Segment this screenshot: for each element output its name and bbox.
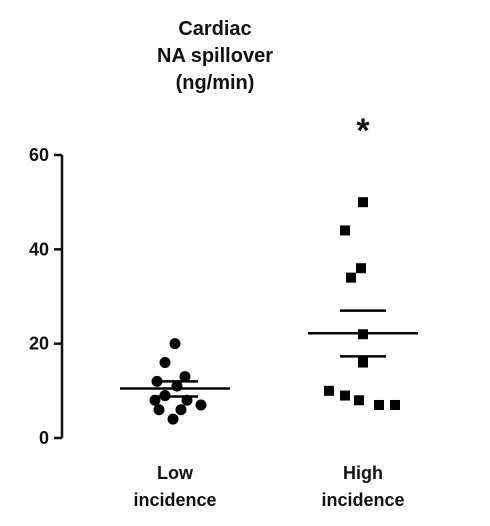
chart-title-line-2: NA spillover	[157, 45, 273, 67]
data-point-high-0	[358, 197, 368, 208]
data-point-high-4	[358, 329, 368, 340]
chart-title-line-1: Cardiac	[178, 18, 252, 40]
category-label-high: High incidence	[298, 460, 428, 514]
data-point-high-2	[356, 263, 366, 274]
data-point-low-10	[175, 404, 187, 416]
chart-title-line-3: (ng/min)	[175, 72, 255, 94]
y-tick-label-2: 40	[29, 239, 49, 259]
category-label-low-line-2: incidence	[133, 490, 217, 510]
data-point-high-10	[390, 399, 400, 410]
y-tick-label-1: 20	[29, 334, 49, 354]
data-point-low-6	[149, 394, 161, 406]
y-tick-label-3: 60	[29, 145, 49, 165]
category-label-high-line-2: incidence	[321, 490, 405, 510]
data-point-high-9	[374, 399, 384, 410]
category-label-high-line-1: High	[343, 463, 383, 483]
chart-title: Cardiac NA spillover (ng/min)	[140, 16, 290, 97]
data-point-low-7	[181, 394, 193, 406]
data-point-high-7	[340, 390, 350, 401]
data-point-low-0	[169, 338, 181, 350]
y-tick-label-0: 0	[39, 428, 49, 448]
data-point-high-8	[354, 395, 364, 406]
data-point-low-4	[171, 380, 183, 392]
category-label-low-line-1: Low	[157, 463, 193, 483]
data-point-high-5	[358, 357, 368, 368]
data-point-low-2	[179, 371, 191, 383]
data-point-high-1	[340, 225, 350, 236]
data-point-low-11	[167, 413, 179, 425]
data-point-high-6	[324, 385, 334, 396]
data-point-low-1	[159, 357, 171, 369]
significance-asterisk: *	[356, 112, 370, 150]
data-point-high-3	[346, 272, 356, 283]
category-label-low: Low incidence	[110, 460, 240, 514]
data-point-low-5	[159, 390, 171, 402]
data-point-low-8	[195, 399, 207, 411]
data-point-low-3	[151, 375, 163, 387]
data-point-low-9	[153, 404, 165, 416]
